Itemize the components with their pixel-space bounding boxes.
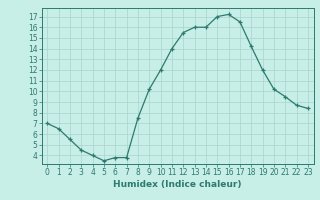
X-axis label: Humidex (Indice chaleur): Humidex (Indice chaleur) xyxy=(113,180,242,189)
